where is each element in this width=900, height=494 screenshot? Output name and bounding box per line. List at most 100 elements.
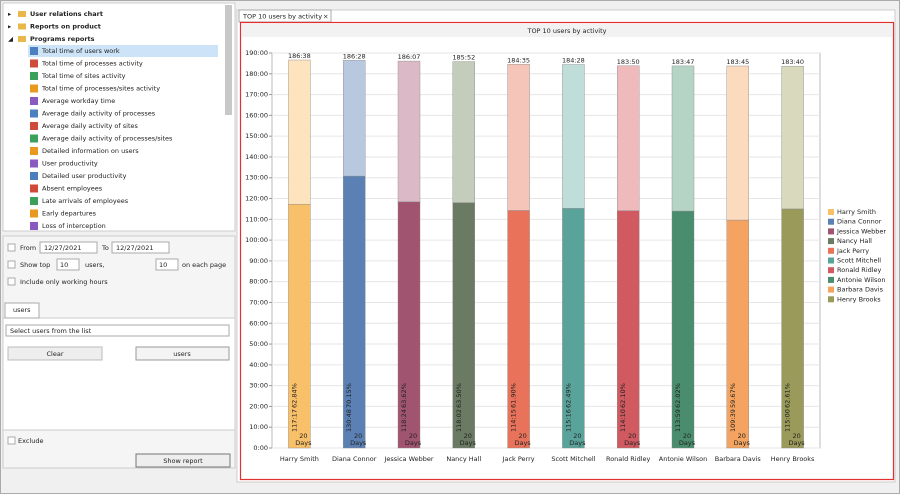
report-item[interactable]: Detailed information on users bbox=[42, 147, 139, 155]
y-tick-label: 130:00 bbox=[245, 174, 268, 182]
y-tick-label: 140:00 bbox=[245, 153, 268, 161]
checkbox[interactable] bbox=[7, 260, 16, 269]
x-tick-label: Nancy Hall bbox=[446, 455, 481, 463]
value-label: 130:48 bbox=[345, 409, 353, 432]
days-label: 20 bbox=[573, 432, 581, 440]
report-item[interactable]: Total time of sites activity bbox=[41, 72, 126, 80]
tree-node[interactable]: Reports on product bbox=[30, 23, 101, 31]
button-label[interactable]: users bbox=[173, 350, 191, 358]
report-icon bbox=[30, 97, 38, 105]
report-item[interactable]: Late arrivals of employees bbox=[42, 197, 129, 205]
report-icon bbox=[30, 147, 38, 155]
days-label: 20 bbox=[299, 432, 307, 440]
report-item[interactable]: Average daily activity of sites bbox=[42, 122, 138, 130]
report-icon bbox=[30, 209, 38, 218]
value-label: 114:10 bbox=[619, 409, 627, 432]
label: Exclude bbox=[18, 437, 43, 445]
bar-segment bbox=[397, 60, 421, 203]
value-label: 109:39 bbox=[729, 409, 737, 432]
y-tick-label: 70:00 bbox=[249, 298, 268, 306]
percent-label: 63.50% bbox=[455, 383, 463, 408]
tab[interactable] bbox=[4, 302, 40, 319]
percent-label: 62.61% bbox=[784, 383, 792, 408]
report-item[interactable]: Average workday time bbox=[42, 97, 115, 105]
legend-swatch bbox=[828, 276, 834, 283]
scrollbar[interactable] bbox=[225, 5, 232, 115]
bar-segment bbox=[617, 65, 640, 211]
total-label: 184:35 bbox=[507, 56, 530, 64]
report-item[interactable]: Loss of interception bbox=[42, 222, 106, 230]
report-item[interactable]: Average daily activity of processes bbox=[42, 110, 156, 118]
tree-node[interactable]: Programs reports bbox=[30, 35, 95, 43]
bar-segment bbox=[507, 64, 530, 211]
tree-arrow[interactable]: ▸ bbox=[8, 10, 12, 18]
bar-segment bbox=[343, 60, 366, 177]
report-item[interactable]: Total time of users work bbox=[41, 47, 120, 55]
x-tick-label: Scott Mitchell bbox=[551, 455, 595, 463]
checkbox[interactable] bbox=[7, 436, 16, 445]
total-label: 183:47 bbox=[672, 58, 695, 66]
y-tick-label: 30:00 bbox=[249, 382, 268, 390]
select[interactable] bbox=[5, 324, 230, 337]
tab-close[interactable]: × bbox=[323, 13, 328, 21]
report-item[interactable]: Total time of processes activity bbox=[41, 60, 143, 68]
percent-label: 62.02% bbox=[674, 383, 682, 408]
total-label: 186:07 bbox=[398, 53, 421, 61]
y-tick-label: 80:00 bbox=[249, 278, 268, 286]
button[interactable] bbox=[135, 346, 230, 361]
days-label: 20 bbox=[464, 432, 472, 440]
date-input[interactable] bbox=[39, 241, 98, 254]
button[interactable] bbox=[135, 453, 231, 468]
y-tick-label: 90:00 bbox=[249, 257, 268, 265]
report-item[interactable]: Average daily activity of processes/site… bbox=[42, 135, 173, 143]
report-item[interactable]: Total time of processes/sites activity bbox=[41, 85, 160, 93]
legend-swatch bbox=[828, 247, 834, 254]
spin-input[interactable] bbox=[155, 258, 179, 271]
report-item[interactable]: Absent employees bbox=[42, 185, 103, 193]
checkbox[interactable] bbox=[7, 277, 16, 286]
value-label: 113:59 bbox=[674, 409, 682, 432]
chart-title-bar bbox=[242, 24, 892, 37]
legend-swatch bbox=[828, 296, 834, 303]
days-label: 20 bbox=[409, 432, 417, 440]
legend-label: Jack Perry bbox=[836, 247, 869, 255]
report-icon bbox=[30, 172, 38, 180]
legend-label: Harry Smith bbox=[837, 208, 876, 216]
report-item[interactable]: Detailed user productivity bbox=[42, 172, 127, 180]
x-tick-label: Henry Brooks bbox=[771, 455, 815, 463]
report-item[interactable]: User productivity bbox=[42, 160, 98, 168]
report-icon bbox=[30, 84, 38, 93]
spin-input[interactable] bbox=[56, 258, 80, 271]
tab-label[interactable]: users bbox=[13, 306, 31, 314]
tab-label[interactable]: TOP 10 users by activity bbox=[242, 13, 322, 21]
label: To bbox=[101, 244, 109, 252]
tree-node[interactable]: User relations chart bbox=[30, 10, 103, 18]
tree-arrow[interactable]: ◢ bbox=[8, 35, 13, 43]
legend-swatch bbox=[828, 267, 834, 274]
y-tick-label: 170:00 bbox=[245, 91, 268, 99]
total-label: 183:40 bbox=[781, 58, 804, 66]
percent-label: 61.90% bbox=[510, 383, 518, 408]
bar-segment bbox=[781, 65, 804, 210]
value-label: 114:15 bbox=[510, 409, 518, 432]
checkbox[interactable] bbox=[7, 243, 16, 252]
y-tick-label: 180:00 bbox=[245, 70, 268, 78]
report-icon bbox=[30, 184, 38, 193]
days-unit: Days bbox=[569, 439, 586, 447]
bar-segment bbox=[562, 64, 585, 209]
total-label: 186:28 bbox=[343, 52, 366, 60]
button-label[interactable]: Clear bbox=[47, 350, 64, 358]
y-tick-label: 150:00 bbox=[245, 132, 268, 140]
report-icon bbox=[30, 59, 38, 68]
report-item[interactable]: Early departures bbox=[42, 210, 97, 218]
legend-swatch bbox=[828, 257, 834, 264]
value-label: 118:24 bbox=[400, 409, 408, 432]
button[interactable] bbox=[7, 346, 103, 361]
report-icon bbox=[30, 222, 38, 230]
tree-arrow[interactable]: ▸ bbox=[8, 23, 12, 31]
button-label[interactable]: Show report bbox=[163, 457, 203, 465]
report-icon bbox=[30, 122, 38, 130]
date-input[interactable] bbox=[111, 241, 170, 254]
days-unit: Days bbox=[295, 439, 312, 447]
